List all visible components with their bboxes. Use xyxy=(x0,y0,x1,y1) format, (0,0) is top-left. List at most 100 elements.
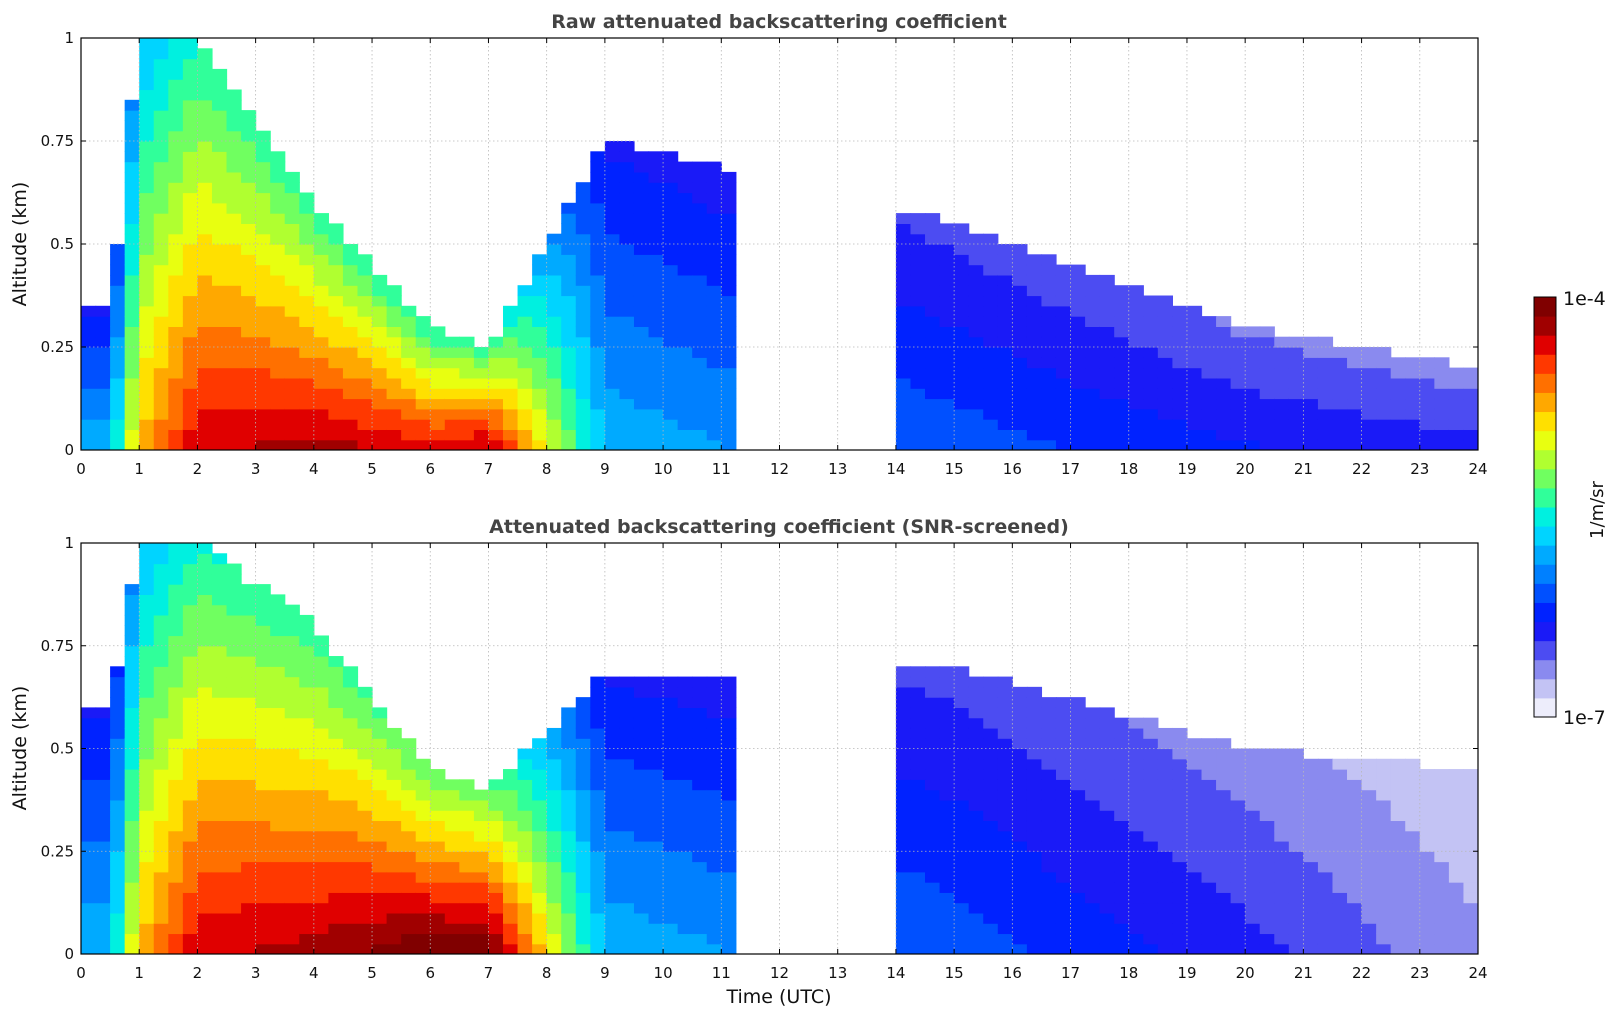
heatmap-cell xyxy=(1230,408,1246,420)
heatmap-cell xyxy=(284,707,300,719)
heatmap-cell xyxy=(1245,429,1261,441)
heatmap-cell xyxy=(925,871,941,883)
heatmap-cell xyxy=(241,347,257,358)
heatmap-cell xyxy=(1172,388,1188,400)
heatmap-cell xyxy=(561,347,577,358)
heatmap-cell xyxy=(284,326,300,338)
heatmap-cell xyxy=(1026,738,1043,750)
heatmap-cell xyxy=(386,902,402,914)
heatmap-cell xyxy=(910,244,926,255)
heatmap-cell xyxy=(1303,871,1319,883)
heatmap-cell xyxy=(1128,377,1144,389)
heatmap-cell xyxy=(692,223,708,235)
heatmap-cell xyxy=(648,882,664,893)
heatmap-cell xyxy=(153,810,169,822)
heatmap-cell xyxy=(706,213,722,224)
heatmap-cell xyxy=(633,408,650,420)
heatmap-cell xyxy=(1303,943,1319,954)
heatmap-cell xyxy=(241,943,257,954)
heatmap-cell xyxy=(211,707,228,719)
heatmap-cell xyxy=(153,377,169,389)
heatmap-cell xyxy=(925,377,941,389)
heatmap-cell xyxy=(182,58,199,70)
heatmap-cell xyxy=(226,274,242,286)
x-tick-label: 19 xyxy=(1177,964,1196,982)
heatmap-cell xyxy=(663,377,679,389)
heatmap-cell xyxy=(1143,398,1159,410)
heatmap-cell xyxy=(357,347,373,358)
heatmap-cell xyxy=(677,686,693,698)
heatmap-cell xyxy=(968,429,984,441)
heatmap-cell xyxy=(1070,789,1086,801)
heatmap-cell xyxy=(241,584,257,595)
heatmap-cell xyxy=(1026,840,1043,852)
heatmap-cell xyxy=(633,419,650,430)
heatmap-cell xyxy=(1434,419,1450,430)
heatmap-cell xyxy=(211,851,228,863)
heatmap-cell xyxy=(648,810,664,822)
heatmap-cell xyxy=(299,656,315,667)
heatmap-cell xyxy=(415,923,431,935)
heatmap-cell xyxy=(386,285,402,297)
heatmap-cell xyxy=(255,254,271,266)
heatmap-cell xyxy=(939,912,955,924)
heatmap-cell xyxy=(328,871,344,883)
heatmap-cell xyxy=(182,274,199,286)
heatmap-cell xyxy=(401,851,417,863)
heatmap-cell xyxy=(1317,439,1334,450)
heatmap-cell xyxy=(153,151,169,163)
heatmap-cell xyxy=(386,357,402,369)
heatmap-cell xyxy=(604,398,621,410)
heatmap-cell xyxy=(1012,861,1028,873)
heatmap-cell xyxy=(1143,902,1159,914)
heatmap-cell xyxy=(1143,758,1159,770)
heatmap-cell xyxy=(1041,810,1057,822)
heatmap-cell xyxy=(444,882,460,893)
heatmap-cell xyxy=(1259,851,1275,863)
heatmap-cell xyxy=(342,326,359,338)
heatmap-cell xyxy=(1274,758,1290,770)
heatmap-cell xyxy=(299,398,315,410)
heatmap-cell xyxy=(182,254,199,266)
heatmap-cell xyxy=(401,408,417,420)
heatmap-cell xyxy=(546,429,562,441)
heatmap-cell xyxy=(284,439,300,450)
panel-screened-grid xyxy=(81,543,1478,954)
heatmap-cell xyxy=(1143,295,1159,307)
heatmap-cell xyxy=(430,377,446,389)
heatmap-cell xyxy=(604,892,621,904)
heatmap-cell xyxy=(517,882,533,893)
heatmap-cell xyxy=(1128,285,1144,297)
heatmap-cell xyxy=(590,233,606,245)
heatmap-cell xyxy=(153,388,169,400)
heatmap-cell xyxy=(968,933,984,945)
heatmap-cell xyxy=(168,264,184,276)
heatmap-cell xyxy=(532,357,548,369)
heatmap-cell xyxy=(1114,933,1130,945)
heatmap-cell xyxy=(983,408,999,420)
heatmap-cell xyxy=(168,943,184,954)
heatmap-cell xyxy=(255,686,271,698)
heatmap-cell xyxy=(968,779,984,791)
heatmap-cell xyxy=(1070,810,1086,822)
heatmap-cell xyxy=(1259,779,1275,791)
heatmap-cell xyxy=(1026,264,1043,276)
heatmap-cell xyxy=(182,295,199,307)
heatmap-cell xyxy=(473,357,490,369)
heatmap-cell xyxy=(1012,902,1028,914)
heatmap-cell xyxy=(1085,820,1101,832)
heatmap-cell xyxy=(954,336,970,348)
heatmap-cell xyxy=(211,820,228,832)
heatmap-cell xyxy=(226,656,242,667)
heatmap-cell xyxy=(299,758,315,770)
heatmap-cell xyxy=(342,871,359,883)
heatmap-cell xyxy=(939,871,955,883)
heatmap-cell xyxy=(1012,398,1028,410)
heatmap-cell xyxy=(1317,820,1334,832)
heatmap-cell xyxy=(139,213,155,224)
heatmap-cell xyxy=(1463,902,1478,914)
heatmap-cell xyxy=(1288,758,1304,770)
heatmap-cell xyxy=(473,789,490,801)
heatmap-cell xyxy=(633,717,650,729)
heatmap-cell xyxy=(1041,758,1057,770)
